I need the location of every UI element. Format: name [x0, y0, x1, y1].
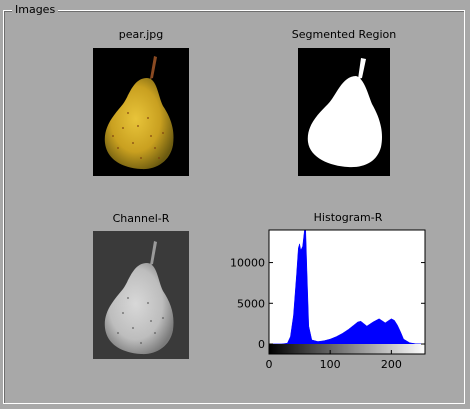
histogram-chart: 0 5000 10000 0 100 200	[222, 220, 462, 380]
segmented-image	[298, 48, 390, 176]
y-tick-label: 10000	[230, 257, 265, 270]
histogram-title: Histogram-R	[313, 211, 383, 224]
channel-r-image	[93, 231, 189, 359]
grayscale-colorbar	[269, 344, 425, 354]
axes-box	[268, 229, 426, 355]
y-tick-label: 5000	[237, 297, 265, 310]
images-groupbox	[3, 10, 465, 404]
channel-image-title: Channel-R	[112, 212, 170, 225]
original-image	[93, 48, 189, 176]
x-tick-label: 0	[266, 358, 273, 371]
original-image-title: pear.jpg	[118, 28, 164, 41]
x-tick-label: 200	[381, 358, 402, 371]
x-tick-label: 100	[320, 358, 341, 371]
histogram-area	[269, 229, 426, 345]
groupbox-title: Images	[12, 3, 59, 17]
segmented-image-title: Segmented Region	[291, 28, 397, 41]
y-tick-label: 0	[258, 338, 265, 351]
